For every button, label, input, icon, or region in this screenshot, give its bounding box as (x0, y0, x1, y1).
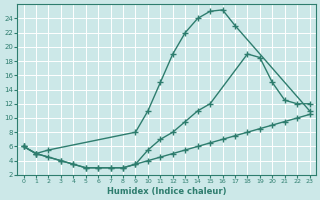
X-axis label: Humidex (Indice chaleur): Humidex (Indice chaleur) (107, 187, 226, 196)
